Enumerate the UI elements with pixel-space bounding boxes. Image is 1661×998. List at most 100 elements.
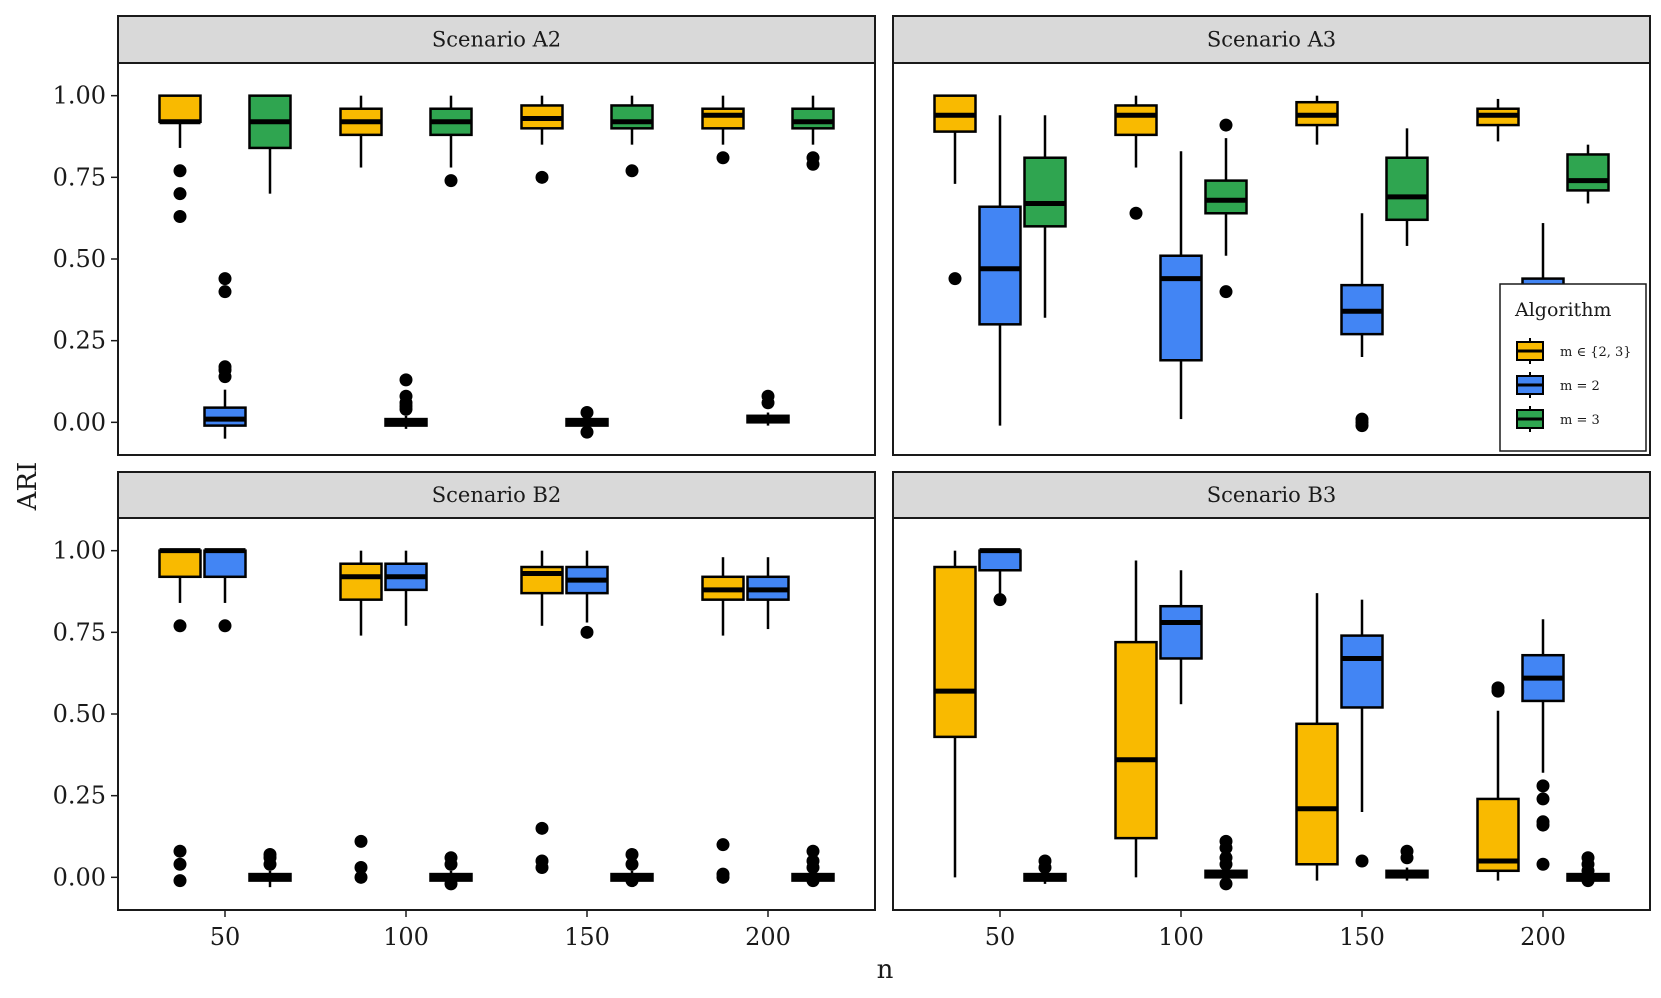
box-m23-n150 (1295, 95, 1339, 145)
box-m3-n100 (429, 95, 473, 188)
plot-area (117, 62, 876, 456)
outlier-point (1219, 857, 1233, 871)
outlier-point (354, 834, 368, 848)
box-m2-n200 (746, 389, 790, 426)
outlier-point (806, 844, 820, 858)
box-m23-n100 (1114, 560, 1158, 878)
outlier-point (1038, 861, 1052, 875)
outlier-point (173, 874, 187, 888)
outlier-point (806, 874, 820, 888)
box-body (610, 104, 654, 130)
outlier-point (1536, 792, 1550, 806)
outlier-point (1355, 419, 1369, 433)
box-m3-n200 (791, 95, 835, 171)
box-body (791, 107, 835, 130)
outlier-point (1400, 851, 1414, 865)
panel-3: Scenario B2 0.00 0.25 0.50 0.75 1.00 50 100 150 2… (53, 471, 876, 951)
box-body (1023, 156, 1067, 228)
outlier-point (1129, 206, 1143, 220)
box-m2-n50 (978, 115, 1022, 426)
x-tick-label: 100 (383, 923, 429, 951)
box-m23-n50 (933, 550, 977, 878)
x-tick-label: 200 (745, 923, 791, 951)
outlier-point (806, 157, 820, 171)
y-tick-label: 0.50 (53, 700, 106, 728)
outlier-point (218, 619, 232, 633)
box-m23-n100 (339, 95, 383, 168)
outlier-point (354, 861, 368, 875)
outlier-point (535, 821, 549, 835)
box-m2-n100 (1159, 151, 1203, 420)
box-m2-n150 (1340, 213, 1384, 433)
y-tick-label: 1.00 (53, 537, 106, 565)
outlier-point (1219, 841, 1233, 855)
box-m2-n150 (1340, 599, 1384, 868)
box-m23-n50 (158, 94, 202, 224)
x-axis-title: n (877, 955, 894, 985)
box-body (158, 549, 202, 579)
legend-item-m2: m = 2 (1516, 372, 1600, 398)
box-m3-n50 (1023, 115, 1067, 318)
box-m23-n100 (1114, 95, 1158, 220)
outlier-point (1536, 857, 1550, 871)
outlier-point (173, 164, 187, 178)
box-body (203, 549, 247, 579)
box-body (1159, 254, 1203, 362)
outlier-point (625, 847, 639, 861)
outlier-point (263, 857, 277, 871)
outlier-point (399, 373, 413, 387)
box-m3-n200 (791, 844, 835, 888)
outlier-point (580, 625, 594, 639)
panel-strip (117, 471, 876, 519)
box-m2-n100 (1159, 570, 1203, 705)
outlier-point (173, 844, 187, 858)
y-tick-label: 0.25 (53, 327, 106, 355)
x-tick-label: 50 (985, 923, 1016, 951)
box-body (1385, 156, 1429, 222)
panel-1: Scenario A2 0.00 0.25 0.50 0.75 1.00 (53, 15, 876, 456)
box-body (1204, 179, 1248, 215)
outlier-point (993, 593, 1007, 607)
outlier-point (625, 874, 639, 888)
x-tick-label: 50 (210, 923, 241, 951)
box-body (1159, 604, 1203, 660)
legend-item-m3: m = 3 (1516, 406, 1600, 432)
box-m2-n50 (203, 548, 247, 633)
outlier-point (1219, 877, 1233, 891)
box-body (1340, 634, 1384, 709)
box-m23-n150 (520, 95, 564, 184)
box-m2-n200 (746, 557, 790, 630)
box-m3-n150 (1385, 128, 1429, 246)
panel-strip (117, 15, 876, 64)
box-m2-n50 (203, 272, 247, 439)
box-m23-n200 (1476, 98, 1520, 142)
outlier-point (948, 272, 962, 286)
y-tick-label: 0.00 (53, 408, 106, 436)
box-m2-n100 (384, 550, 428, 626)
outlier-point (444, 877, 458, 891)
box-body (978, 549, 1022, 572)
box-body (1295, 722, 1339, 866)
outlier-point (1536, 818, 1550, 832)
box-m23-n50 (158, 548, 202, 888)
box-body (1114, 640, 1158, 840)
box-body (1114, 104, 1158, 137)
outlier-point (1219, 118, 1233, 132)
box-body (1566, 153, 1610, 192)
box-body (978, 205, 1022, 326)
outlier-point (444, 174, 458, 188)
legend: Algorithm m ∈ {2, 3} m = 2 m = 3 (1499, 283, 1647, 452)
y-tick-label: 1.00 (53, 82, 106, 110)
legend-label: m = 2 (1560, 379, 1600, 394)
y-tick-label: 0.25 (53, 782, 106, 810)
outlier-point (1581, 864, 1595, 878)
box-m3-n100 (1204, 834, 1248, 891)
box-m23-n200 (701, 95, 745, 165)
y-tick-label: 0.75 (53, 618, 106, 646)
outlier-point (625, 857, 639, 871)
box-m3-n50 (1023, 854, 1067, 884)
x-tick-label: 150 (564, 923, 610, 951)
y-tick-label: 0.50 (53, 245, 106, 273)
outlier-point (716, 870, 730, 884)
